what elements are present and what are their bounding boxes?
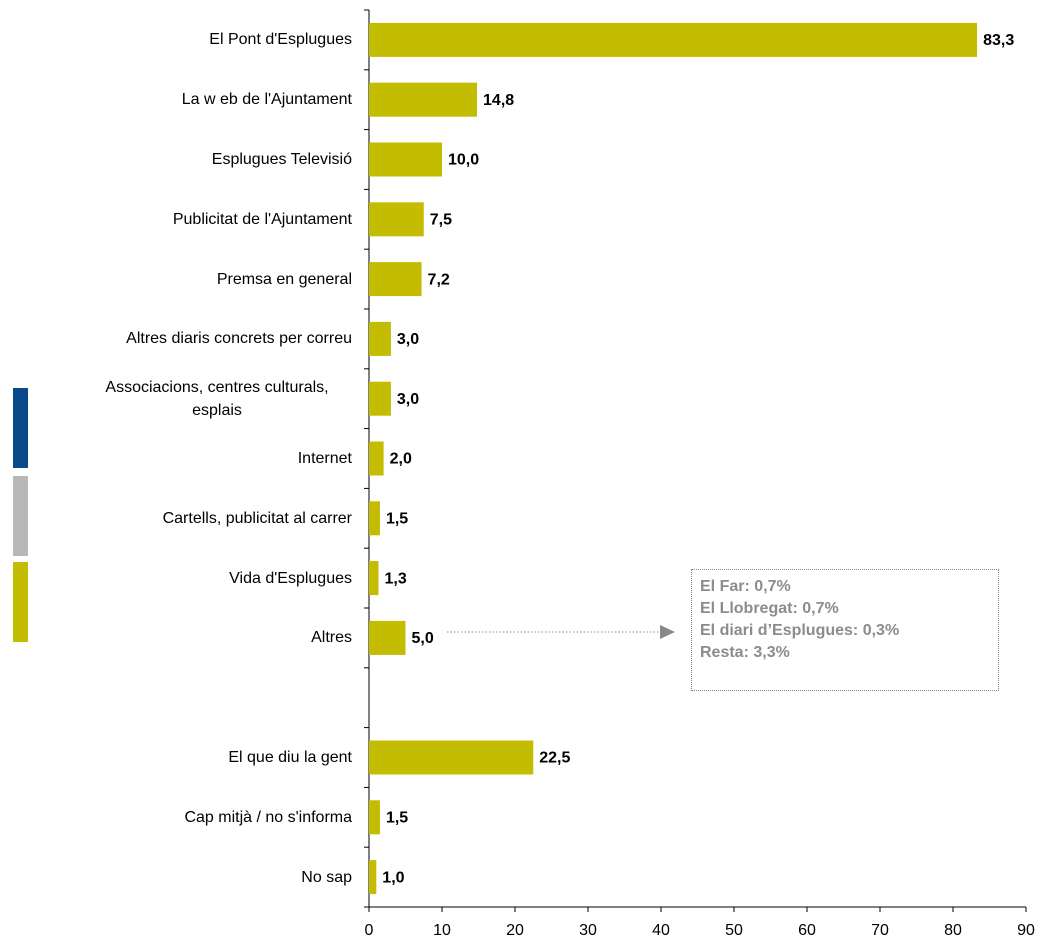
x-tick-label: 60: [798, 922, 816, 939]
category-label: Cartells, publicitat al carrer: [60, 488, 352, 548]
category-text: El Pont d'Esplugues: [209, 31, 352, 49]
bar: [369, 620, 406, 655]
bar: [369, 561, 379, 596]
category-label: El que diu la gent: [60, 728, 352, 788]
category-text: Cap mitjà / no s'informa: [184, 808, 352, 826]
arrow-head: [660, 625, 675, 639]
bar: [369, 142, 442, 177]
category-text: La w eb de l'Ajuntament: [181, 91, 352, 109]
bar: [369, 441, 384, 476]
data-label: 2,0: [390, 451, 412, 468]
annotation-line: El Llobregat: 0,7%: [700, 600, 839, 617]
x-tick-label: 90: [1017, 922, 1035, 939]
bar: [369, 82, 478, 117]
data-label: 1,5: [386, 511, 408, 528]
category-text: Esplugues Televisió: [211, 151, 352, 168]
data-label: 10,0: [448, 152, 479, 169]
category-text: El que diu la gent: [228, 749, 352, 766]
x-tick-label: 80: [944, 922, 962, 939]
category-label: Associacions, centres culturals, esplais: [60, 369, 352, 429]
x-tick-label: 70: [871, 922, 889, 939]
category-label: Cap mitjà / no s'informa: [60, 787, 352, 847]
bar: [369, 381, 391, 416]
bar: [369, 22, 978, 57]
annotation-line: Resta: 3,3%: [700, 644, 790, 661]
annotation-line: El Far: 0,7%: [700, 578, 791, 595]
x-tick-label: 30: [579, 922, 597, 939]
annotation-line: El diari d’Esplugues: 0,3%: [700, 622, 900, 639]
category-label: Altres diaris concrets per correu: [60, 309, 352, 369]
category-text: Premsa en general: [216, 270, 352, 288]
data-label: 22,5: [539, 750, 570, 767]
bar: [369, 501, 380, 536]
x-tick-label: 0: [365, 922, 374, 939]
data-label: 7,2: [428, 271, 450, 288]
annotation-box: El Far: 0,7% El Llobregat: 0,7% El diari d…: [691, 569, 999, 691]
category-text: Cartells, publicitat al carrer: [162, 509, 352, 527]
category-label: Vida d'Esplugues: [60, 548, 352, 608]
x-tick-label: 10: [433, 922, 451, 939]
category-label: Internet: [60, 429, 352, 489]
category-text: Publicitat de l'Ajuntament: [172, 210, 352, 228]
x-tick-label: 20: [506, 922, 524, 939]
category-label: El Pont d'Esplugues: [60, 10, 352, 70]
data-label: 1,3: [384, 570, 406, 587]
bar: [369, 800, 380, 835]
data-label: 3,0: [397, 391, 419, 408]
data-label: 7,5: [430, 212, 452, 229]
bar: [369, 321, 391, 356]
category-label: Esplugues Televisió: [60, 130, 352, 190]
category-text: No sap: [301, 868, 352, 886]
category-text: Altres diaris concrets per correu: [126, 330, 352, 348]
side-block: [13, 388, 28, 468]
data-label: 1,0: [382, 869, 404, 886]
data-label: 5,0: [412, 630, 434, 647]
category-text: Internet: [297, 450, 352, 467]
category-text: Altres: [311, 629, 352, 647]
bar: [369, 202, 424, 237]
category-label: Altres: [60, 608, 352, 668]
category-label: Premsa en general: [60, 249, 352, 309]
category-label: Publicitat de l'Ajuntament: [60, 189, 352, 249]
data-label: 83,3: [983, 32, 1014, 49]
data-label: 1,5: [386, 810, 408, 827]
data-label: 3,0: [397, 331, 419, 348]
bar: [369, 860, 377, 895]
bar: [369, 740, 534, 775]
side-block: [13, 562, 28, 642]
bar: [369, 262, 422, 297]
side-block: [13, 476, 28, 556]
x-tick-label: 50: [725, 922, 743, 939]
category-text: Vida d'Esplugues: [229, 569, 352, 587]
category-text: Associacions, centres culturals, esplais: [105, 378, 329, 419]
data-label: 14,8: [483, 92, 514, 109]
category-label: No sap: [60, 847, 352, 907]
category-label: La w eb de l'Ajuntament: [60, 70, 352, 130]
x-tick-label: 40: [652, 922, 670, 939]
